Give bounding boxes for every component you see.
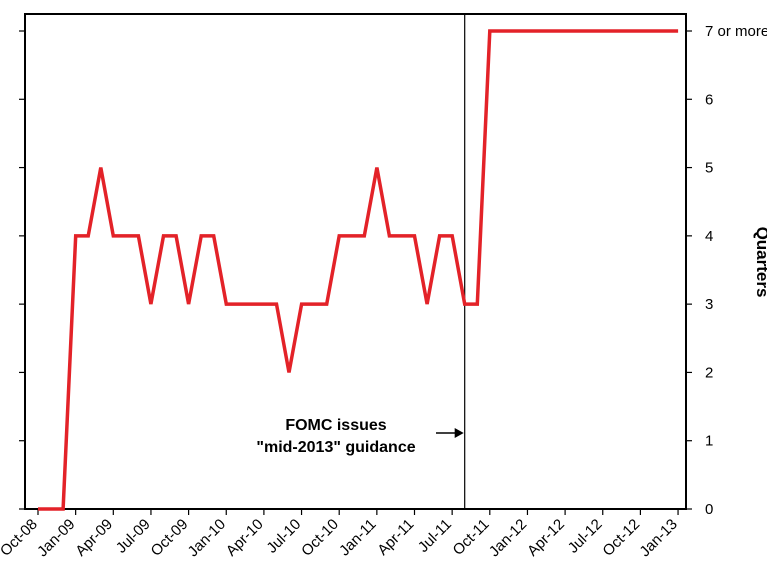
y-tick-label: 3 <box>705 296 713 313</box>
x-tick-label: Jan-10 <box>185 516 229 560</box>
x-tick-label: Apr-11 <box>374 516 417 559</box>
y-tick-label: 0 <box>705 501 713 518</box>
x-tick-label: Jan-09 <box>34 516 78 560</box>
y-axis: 0 1 2 3 4 5 6 7 or more <box>19 23 767 518</box>
x-tick-label: Oct-08 <box>0 516 41 560</box>
x-tick-label: Apr-12 <box>524 516 568 560</box>
series-points <box>37 30 679 510</box>
x-tick-label: Oct-11 <box>450 516 493 559</box>
y-tick-label: 6 <box>705 91 713 108</box>
annotation-line-2: "mid-2013" guidance <box>256 439 415 456</box>
x-tick-label: Jan-11 <box>336 516 380 560</box>
y-tick-label: 5 <box>705 160 713 177</box>
x-tick-label: Jul-09 <box>113 516 154 557</box>
x-tick-label: Jul-12 <box>565 516 606 557</box>
x-tick-label: Jan-12 <box>486 516 530 560</box>
x-tick-label: Oct-09 <box>148 516 192 560</box>
plot-area <box>24 13 687 510</box>
x-tick-label: Apr-09 <box>72 516 116 560</box>
x-tick-label: Oct-10 <box>298 516 342 560</box>
x-axis: Oct-08Jan-09Apr-09Jul-09Oct-09Jan-10Apr-… <box>0 509 681 560</box>
y-tick-label: 2 <box>705 364 713 381</box>
y-tick-label: 7 or more <box>705 23 767 40</box>
x-tick-label: Jul-10 <box>263 516 304 557</box>
x-tick-label: Jan-13 <box>636 516 680 560</box>
x-tick-label: Oct-12 <box>599 516 643 560</box>
annotation-line-1: FOMC issues <box>285 417 386 434</box>
y-tick-label: 4 <box>705 228 713 245</box>
series-line <box>38 29 679 511</box>
x-tick-label: Apr-10 <box>223 516 267 560</box>
y-tick-label: 1 <box>705 433 713 450</box>
x-tick-label: Jul-11 <box>415 516 455 556</box>
y-axis-label: Quarters <box>753 227 767 298</box>
annotation-arrowhead <box>454 428 464 438</box>
